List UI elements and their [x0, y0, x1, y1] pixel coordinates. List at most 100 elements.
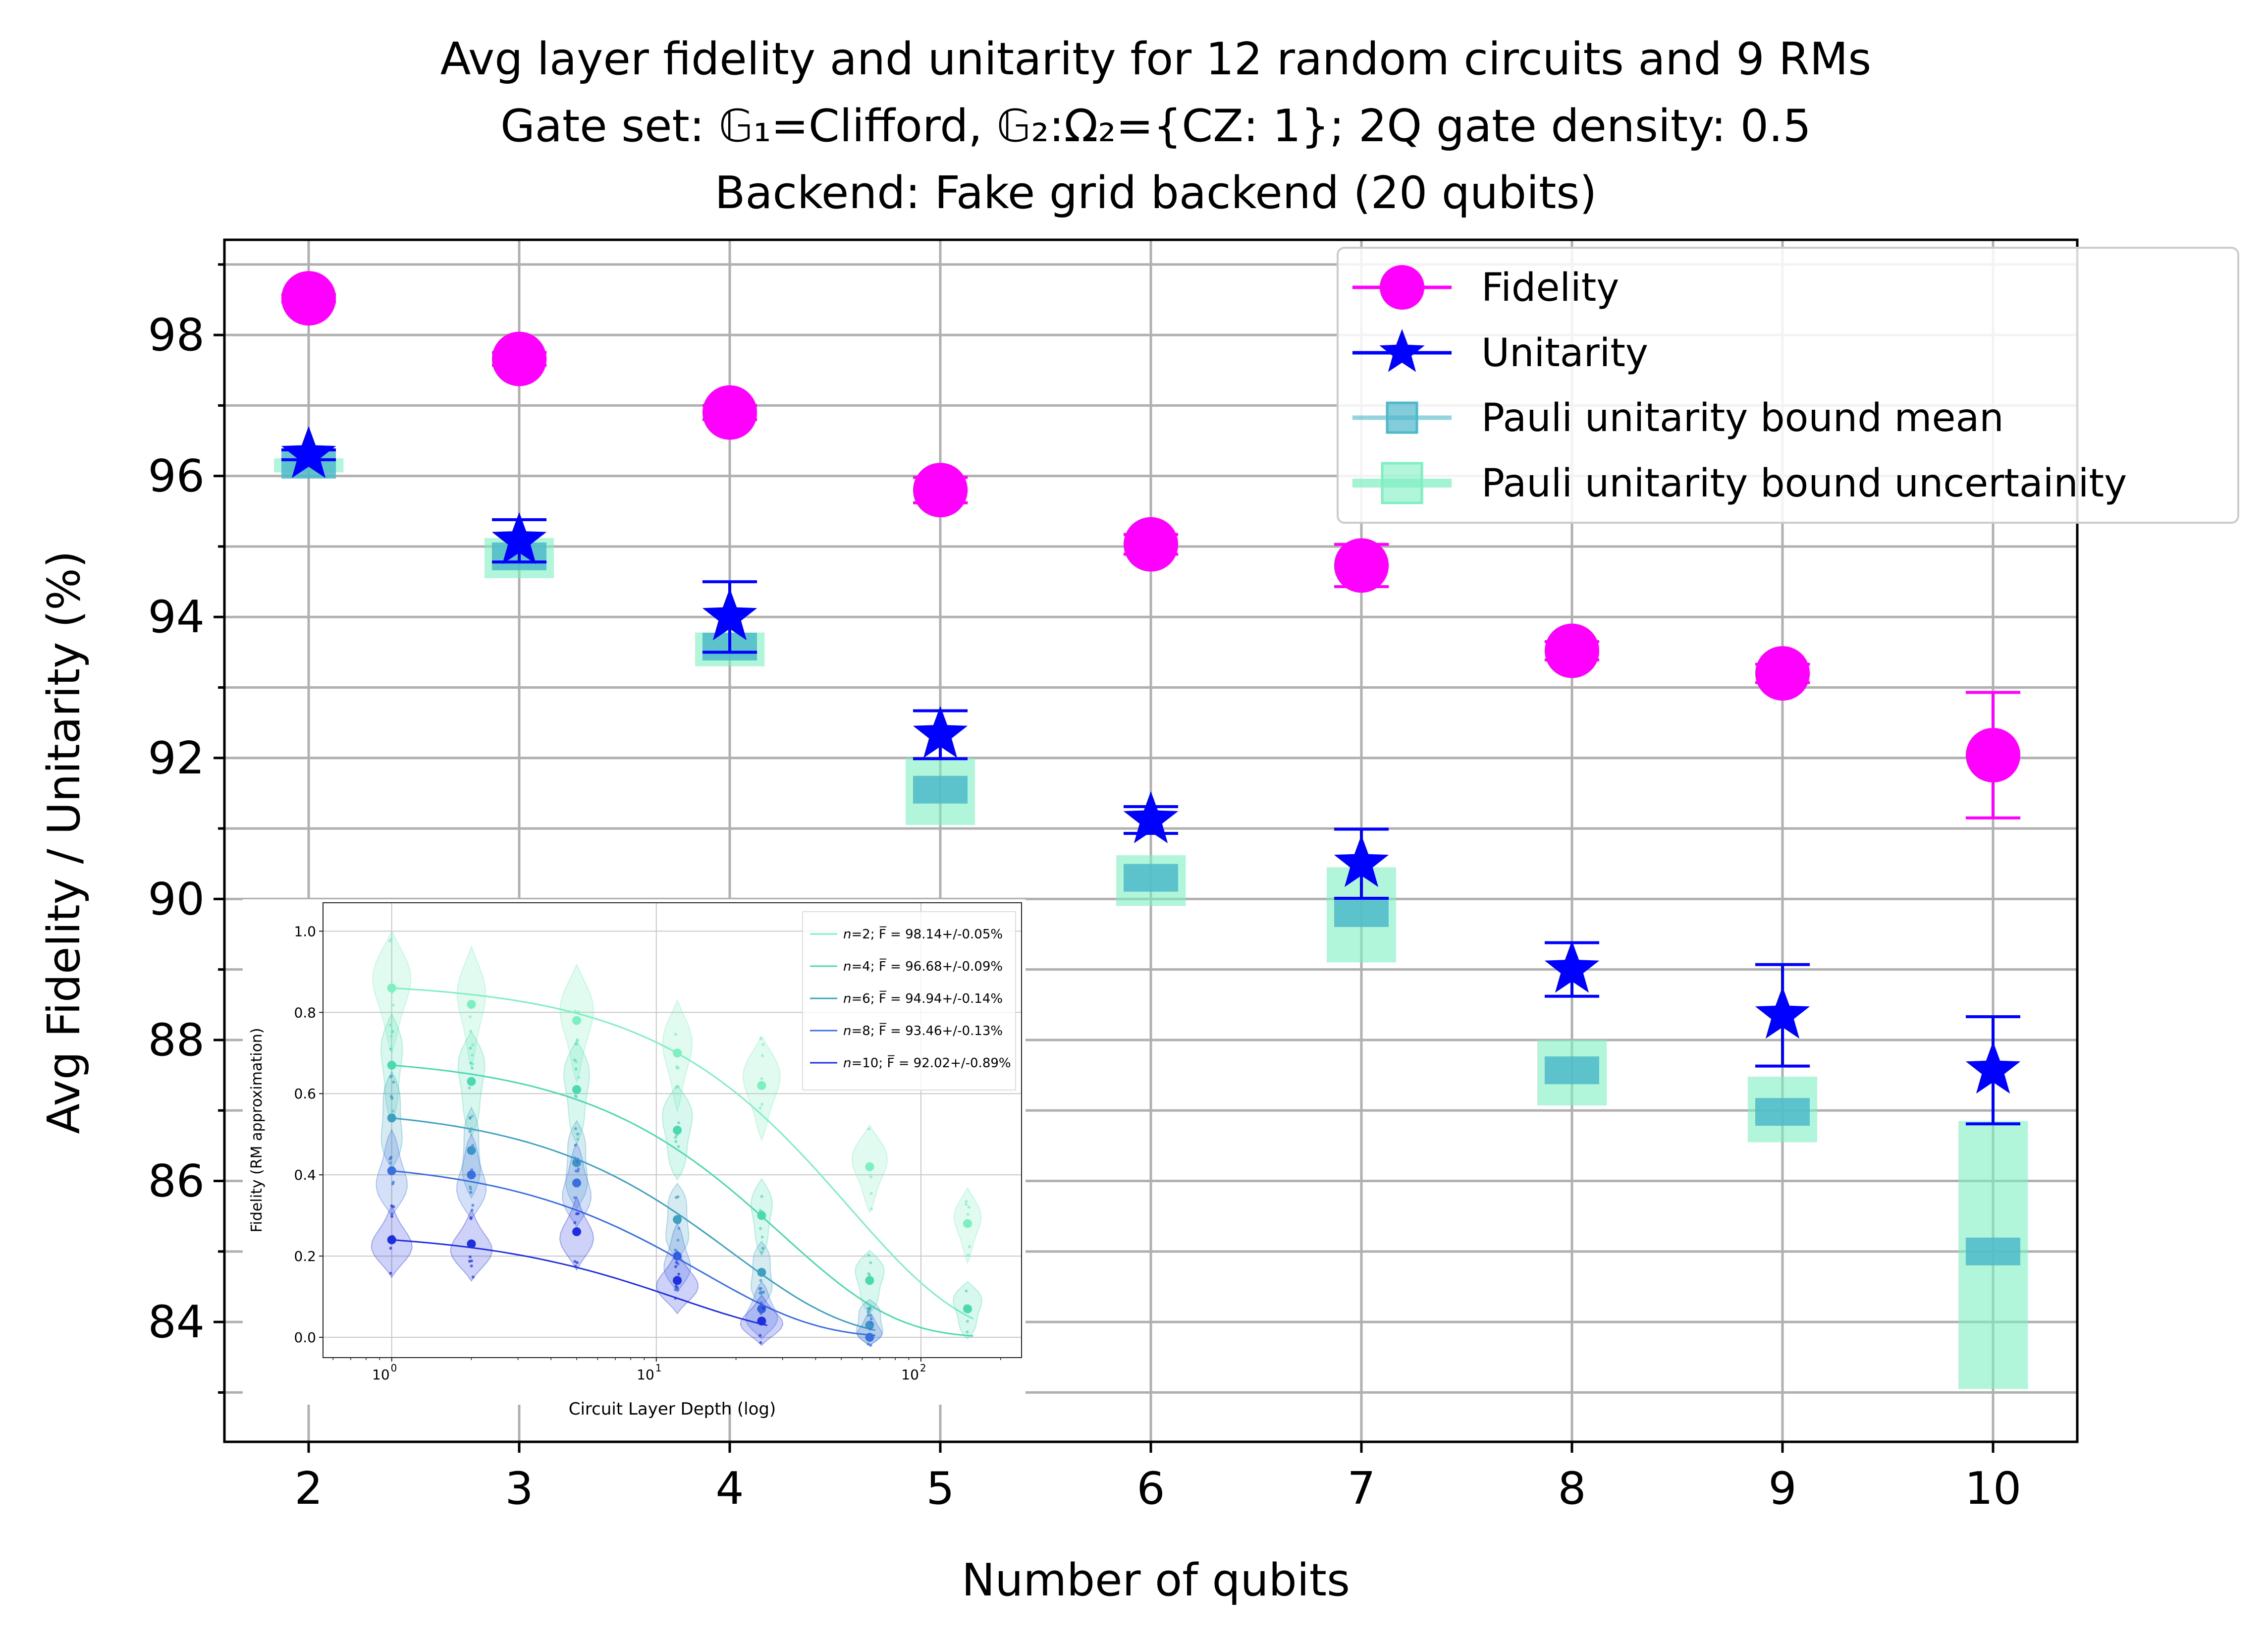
legend-pauli-uncertainty-marker: [1381, 462, 1423, 504]
inset-legend-box: [802, 911, 1016, 1091]
inset-sample-dot: [760, 1102, 764, 1106]
inset-x-tick-label: 10: [637, 1367, 654, 1383]
legend-box: [1337, 247, 2239, 524]
pauli-bound-mean-marker: [1334, 899, 1389, 927]
unitarity-star-marker: [702, 588, 757, 641]
main-marks: [274, 271, 2028, 1389]
inset-mean-marker: [467, 1146, 476, 1155]
inset-sample-dot: [870, 1321, 873, 1325]
inset-sample-dot: [674, 1140, 678, 1144]
inset-sample-dot: [966, 1319, 969, 1323]
inset-fit-curve: [391, 1239, 768, 1326]
unitarity-star-marker: [913, 706, 968, 758]
inset-fit-curve: [391, 987, 973, 1320]
inset-sample-dot: [759, 1227, 762, 1230]
unitarity-star-marker: [1755, 986, 1810, 1039]
inset-sample-dot: [471, 1275, 475, 1279]
inset-x-tick-label: 10: [901, 1367, 919, 1383]
inset-sample-dot: [760, 1235, 764, 1239]
inset-fit-curve: [391, 1117, 876, 1331]
y-tick-label: 84: [148, 1296, 205, 1348]
inset-y-axis-label: Fidelity (RM approximation): [248, 1028, 266, 1232]
inset-mean-marker: [963, 1219, 972, 1228]
inset-sample-dot: [677, 1227, 681, 1230]
inset-sample-dot: [469, 1130, 472, 1133]
inset-sample-dot: [389, 1161, 392, 1164]
inset-sample-dot: [674, 1288, 677, 1292]
inset-sample-dot: [574, 1094, 577, 1097]
inset-sample-dot: [869, 1175, 872, 1179]
inset-mean-marker: [757, 1304, 766, 1314]
inset-sample-dot: [675, 1260, 678, 1264]
y-tick-label: 92: [148, 732, 205, 784]
inset-sample-dot: [577, 1010, 580, 1014]
inset-sample-dot: [758, 1106, 762, 1110]
pauli-bound-mean-marker: [1755, 1098, 1810, 1126]
inset-sample-dot: [470, 1259, 473, 1262]
inset-sample-dot: [964, 1203, 968, 1206]
legend-label: Pauli unitarity bound mean: [1481, 396, 2004, 440]
x-tick-label: 8: [1558, 1463, 1586, 1515]
x-tick-label: 6: [1136, 1463, 1165, 1515]
inset-mean-marker: [572, 1178, 582, 1188]
inset-y-tick-label: 0.6: [294, 1086, 316, 1102]
inset-mean-marker: [572, 1016, 582, 1025]
inset-mean-marker: [673, 1126, 682, 1135]
legend-unitarity-marker: [1379, 329, 1425, 372]
inset-sample-dot: [470, 1208, 474, 1212]
inset-sample-dot: [674, 1248, 677, 1252]
inset-sample-dot: [965, 1200, 968, 1203]
inset-sample-dot: [676, 1085, 680, 1089]
inset-sample-dot: [760, 1054, 764, 1057]
inset-sample-dot: [577, 1167, 580, 1171]
chart-title-line-2: Gate set: 𝔾₁=Clifford, 𝔾₂:Ω₂={CZ: 1}; 2Q…: [500, 100, 1811, 152]
inset-legend-label: n=4; F̅ = 96.68+/-0.09%: [843, 958, 1003, 974]
inset-sample-dot: [869, 1207, 873, 1210]
inset-sample-dot: [391, 1109, 394, 1113]
y-tick-label: 90: [148, 873, 205, 925]
inset-sample-dot: [677, 1272, 681, 1276]
inset-mean-marker: [963, 1304, 972, 1314]
inset-x-tick-exponent: 2: [920, 1362, 926, 1374]
inset-sample-dot: [468, 1116, 472, 1120]
inset-sample-dot: [469, 1030, 472, 1033]
inset-sample-dot: [468, 1015, 472, 1019]
inset-mean-marker: [467, 1170, 476, 1180]
inset-x-tick-label: 10: [372, 1367, 390, 1383]
inset-chart: 0.00.20.40.60.81.010 0 10 1 10 2 Circuit Laye…: [243, 899, 1026, 1419]
inset-y-tick-label: 1.0: [294, 923, 316, 939]
inset-sample-dot: [577, 1076, 580, 1079]
inset-y-tick-label: 0.2: [294, 1248, 316, 1264]
main-legend: Fidelity Unitarity Pauli unitarity bound m…: [1337, 247, 2239, 524]
unitarity-star-marker: [491, 512, 547, 564]
inset-sample-dot: [390, 1212, 394, 1215]
inset-sample-dot: [676, 1288, 680, 1292]
inset-mean-marker: [865, 1162, 874, 1171]
inset-sample-dot: [471, 1204, 475, 1207]
legend-pauli-mean-marker: [1386, 401, 1418, 434]
fidelity-circle-marker: [1545, 623, 1599, 678]
legend-fidelity-marker: [1380, 265, 1424, 310]
inset-marks: [371, 930, 983, 1347]
inset-mean-marker: [387, 1113, 396, 1123]
legend-label: Pauli unitarity bound uncertainity: [1481, 461, 2127, 506]
inset-sample-dot: [389, 1047, 392, 1051]
inset-sample-dot: [674, 1033, 677, 1036]
inset-sample-dot: [390, 1215, 394, 1218]
unitarity-star-marker: [281, 426, 336, 478]
inset-sample-dot: [677, 1145, 680, 1149]
inset-sample-dot: [869, 1192, 873, 1195]
inset-mean-marker: [387, 1166, 396, 1175]
chart-title-line-3: Backend: Fake grid backend (20 qubits): [715, 167, 1597, 219]
inset-y-tick-label: 0.4: [294, 1167, 316, 1183]
inset-sample-dot: [471, 1114, 474, 1118]
pauli-bound-mean-marker: [1966, 1237, 2020, 1265]
inset-sample-dot: [468, 1255, 472, 1259]
inset-sample-dot: [761, 1290, 765, 1294]
inset-mean-marker: [572, 1085, 582, 1095]
inset-sample-dot: [866, 1311, 870, 1314]
inset-sample-dot: [574, 1127, 577, 1130]
y-tick-label: 88: [148, 1014, 205, 1066]
inset-sample-dot: [869, 1314, 872, 1317]
unitarity-star-marker: [1544, 940, 1600, 993]
